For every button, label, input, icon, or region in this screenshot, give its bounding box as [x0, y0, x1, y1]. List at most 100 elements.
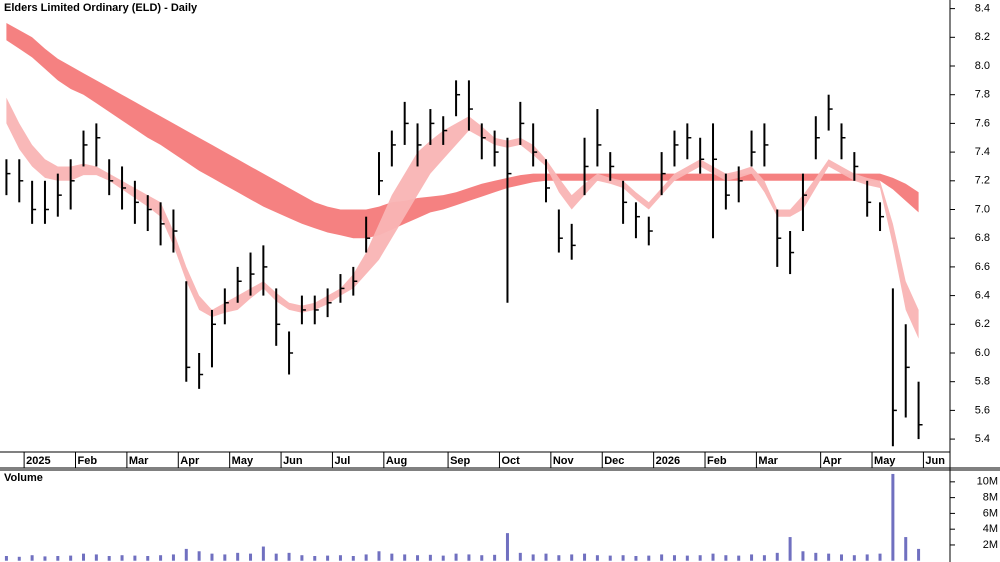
volume-bar [608, 555, 612, 561]
volume-bar [634, 556, 638, 561]
x-tick-label: Mar [758, 455, 778, 467]
y-tick-label: 7.4 [975, 146, 990, 158]
volume-bar [557, 555, 561, 561]
volume-bar [595, 555, 599, 561]
volume-bar [107, 556, 111, 561]
volume-bar [184, 548, 188, 561]
volume-bar [82, 553, 86, 561]
volume-bar [775, 552, 779, 561]
volume-bar [750, 554, 754, 561]
volume-bar [493, 554, 497, 561]
volume-bar [351, 556, 355, 561]
ribbon [6, 23, 919, 239]
y-tick-label: 7.0 [975, 203, 990, 215]
volume-bar [518, 552, 522, 561]
volume-bar [416, 555, 420, 561]
x-tick-label: 2026 [656, 455, 680, 467]
volume-bar [467, 554, 471, 561]
volume-bar [120, 555, 124, 561]
volume-bar [236, 552, 240, 561]
volume-bar [762, 555, 766, 561]
volume-bar [94, 554, 98, 561]
y-tick-label: 8.0 [975, 60, 990, 72]
volume-bar [878, 553, 882, 561]
volume-bar [313, 556, 317, 561]
y-tick-label: 7.6 [975, 117, 990, 129]
volume-bar [788, 537, 792, 561]
y-tick-label: 6.6 [975, 261, 990, 273]
volume-bar [891, 473, 895, 561]
volume-bar [621, 555, 625, 561]
volume-bar [326, 555, 330, 561]
y-tick-label: 6.4 [975, 289, 990, 301]
y-tick-label: 4M [983, 523, 998, 535]
y-tick-label: 8.2 [975, 31, 990, 43]
volume-bar [441, 555, 445, 561]
volume-label: Volume [4, 472, 43, 484]
volume-bar [904, 537, 908, 561]
volume-bar [852, 555, 856, 561]
volume-bar [159, 555, 163, 561]
volume-bar [390, 553, 394, 561]
x-tick-label: Jun [925, 455, 945, 467]
volume-bar [287, 552, 291, 561]
volume-bar [261, 546, 265, 561]
volume-bar [17, 556, 21, 561]
x-tick-label: Oct [501, 455, 520, 467]
x-tick-label: Feb [78, 455, 98, 467]
volume-bar [428, 554, 432, 561]
volume-bar [672, 555, 676, 561]
volume-bar [4, 556, 8, 561]
volume-bar [724, 555, 728, 561]
y-tick-label: 6M [983, 507, 998, 519]
volume-bar [43, 556, 47, 561]
x-tick-label: Feb [707, 455, 727, 467]
volume-bar [827, 553, 831, 561]
volume-bar [300, 555, 304, 561]
x-tick-label: Jun [283, 455, 303, 467]
x-tick-label: Mar [129, 455, 149, 467]
volume-bar [133, 555, 137, 561]
volume-bar [197, 551, 201, 561]
volume-bar [30, 555, 34, 561]
chart-title: Elders Limited Ordinary (ELD) - Daily [4, 2, 198, 14]
volume-bar [711, 553, 715, 561]
x-tick-label: May [232, 455, 254, 467]
volume-bar [377, 551, 381, 561]
volume-bar [570, 554, 574, 561]
volume-bar [146, 556, 150, 561]
volume-bar [56, 556, 60, 561]
volume-bar [737, 555, 741, 561]
volume-bar [249, 553, 253, 561]
y-tick-label: 6.2 [975, 318, 990, 330]
volume-bar [454, 553, 458, 561]
volume-bar [403, 554, 407, 561]
x-tick-label: Dec [604, 455, 624, 467]
x-tick-label: Aug [386, 455, 407, 467]
x-tick-label: Apr [180, 455, 200, 467]
x-tick-label: Apr [823, 455, 843, 467]
x-tick-label: Jul [334, 455, 350, 467]
y-tick-label: 5.8 [975, 376, 990, 388]
volume-bar [814, 552, 818, 561]
volume-bar [801, 551, 805, 561]
y-tick-label: 5.6 [975, 404, 990, 416]
y-tick-label: 5.4 [975, 433, 990, 445]
volume-bar [544, 553, 548, 561]
y-tick-label: 6.8 [975, 232, 990, 244]
volume-bar [171, 554, 175, 561]
volume-bar [364, 554, 368, 561]
volume-bar [274, 553, 278, 561]
y-tick-label: 6.0 [975, 347, 990, 359]
volume-bar [583, 553, 587, 561]
x-tick-label: 2025 [26, 455, 50, 467]
y-tick-label: 7.8 [975, 89, 990, 101]
volume-bar [647, 555, 651, 561]
volume-bar [505, 533, 509, 561]
x-tick-label: Nov [553, 455, 575, 467]
x-tick-label: Sep [450, 455, 470, 467]
volume-bar [210, 553, 214, 561]
y-tick-label: 10M [977, 476, 998, 488]
